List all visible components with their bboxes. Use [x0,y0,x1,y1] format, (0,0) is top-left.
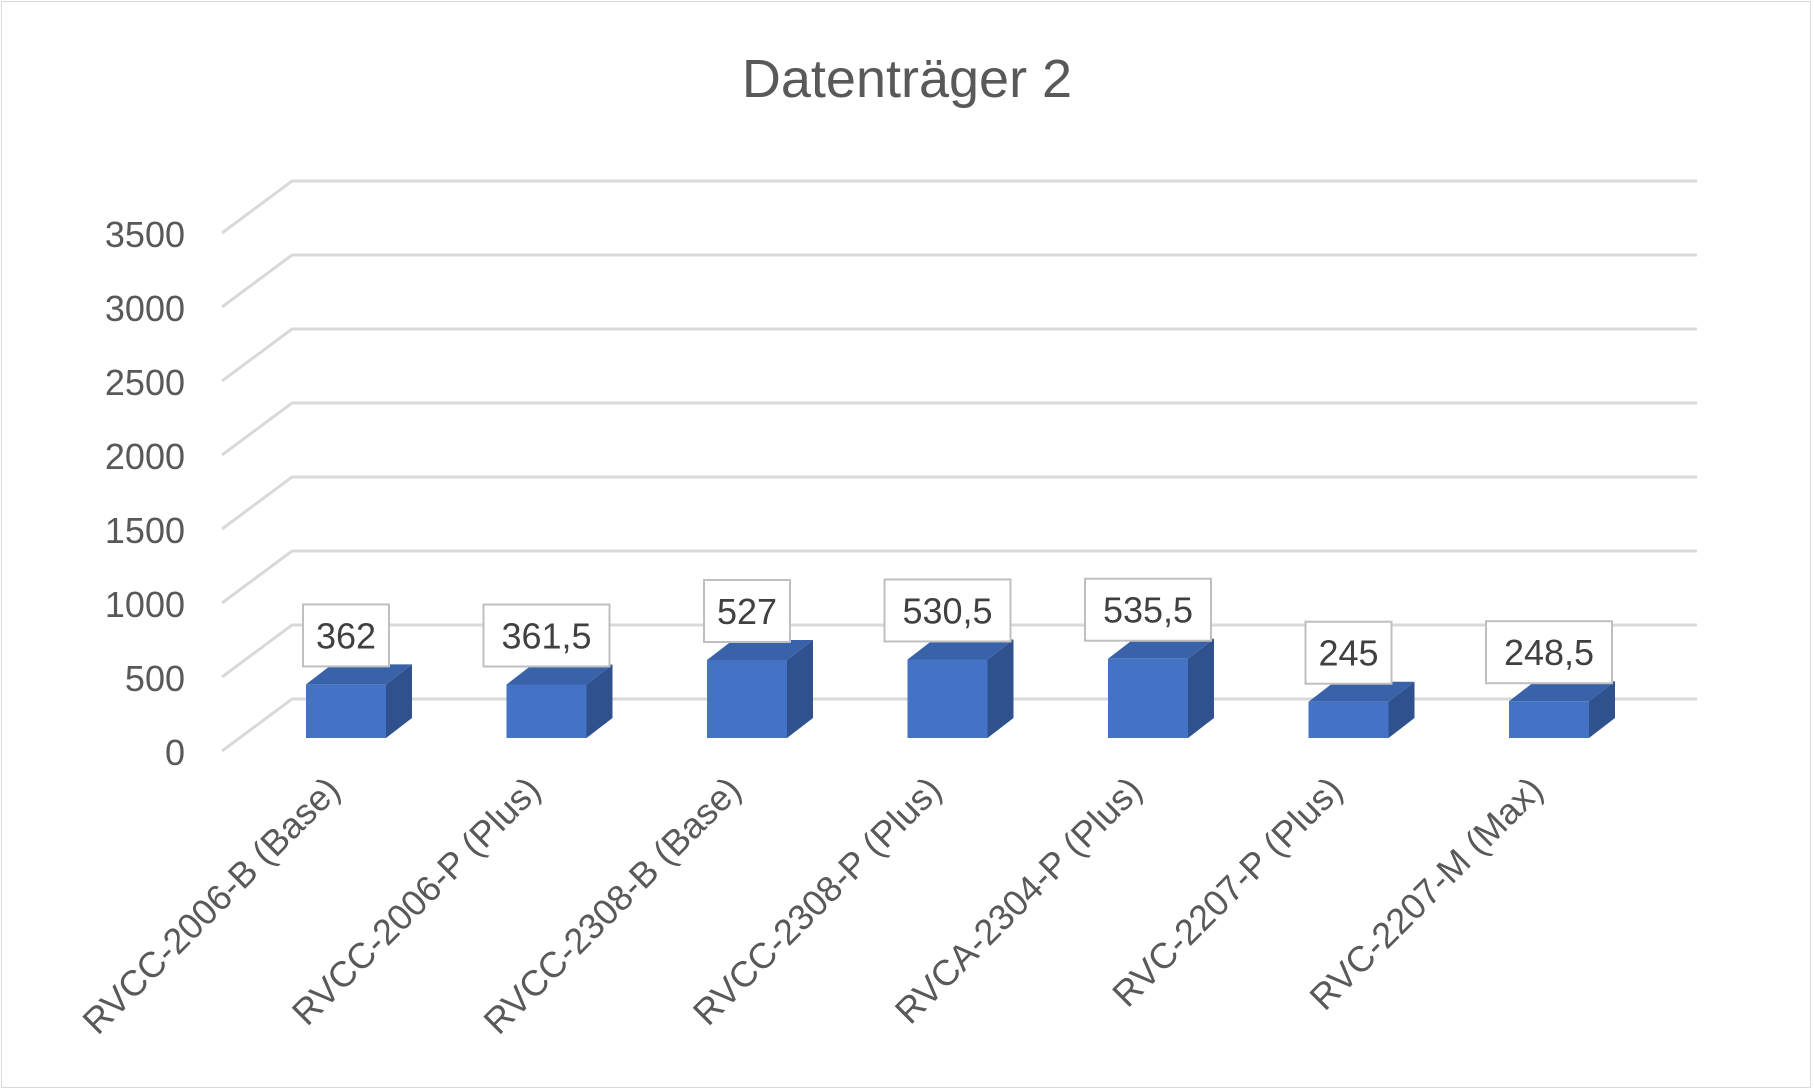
bar-side [787,640,813,738]
bar-front [1308,701,1389,738]
data-label-text: 248,5 [1504,632,1594,673]
y-tick-label: 1500 [105,510,185,551]
bar-front [707,660,787,738]
gridlines [221,179,1697,753]
data-labels: 362 361,5 527 530,5 535,5 245 248,5 [302,577,1613,685]
gridline [221,401,1697,457]
gridline [221,623,1697,679]
bar [907,639,1014,738]
gridline [221,697,1697,753]
bar-top [506,664,613,685]
y-tick-label: 2000 [105,436,185,477]
data-label-text: 530,5 [902,590,992,631]
data-label-box [482,603,611,668]
bar [707,640,813,738]
y-tick-label: 0 [165,732,185,773]
bar-top [306,664,412,685]
gridline [221,549,1697,605]
data-label-text: 361,5 [501,615,591,656]
data-label: 362 [302,603,390,668]
data-label-text: 362 [316,615,376,656]
bar-side [1188,638,1214,738]
data-label-box [703,579,791,644]
bar-top [907,639,1014,660]
bar-front [1108,658,1188,738]
bar-top [1509,681,1615,702]
data-label: 245 [1304,620,1393,685]
data-label-box [302,603,390,668]
gridline [221,253,1697,309]
data-label: 527 [703,579,791,644]
bar [1308,681,1415,738]
data-label: 535,5 [1084,577,1212,642]
bar [1509,681,1615,738]
y-tick-label: 1000 [105,584,185,625]
y-tick-label: 3500 [105,214,185,255]
data-label-text: 245 [1318,633,1378,674]
data-label-box [1485,620,1613,685]
data-label-box [883,578,1012,643]
bars [306,638,1615,738]
bar-side [1388,681,1415,738]
bar-side [386,664,412,738]
data-label-text: 527 [717,591,777,632]
bar-front [306,684,386,738]
data-label-box [1084,577,1212,642]
bar-side [586,664,613,738]
x-axis-ticks: RVCC-2006-B (Base)RVCC-2006-P (Plus)RVCC… [74,769,1550,1042]
bar [306,664,412,738]
bar-front [907,659,988,738]
chart-title: Datenträger 2 [742,49,1072,109]
bar [1108,638,1214,738]
bar-top [1308,681,1415,702]
bar-side [1589,681,1615,738]
data-label: 361,5 [482,603,611,668]
bar-front [506,684,587,738]
bar-top [707,640,813,661]
data-label: 530,5 [883,578,1012,643]
data-label-text: 535,5 [1103,590,1193,631]
gridline [221,327,1697,383]
gridline [221,475,1697,531]
data-label: 248,5 [1485,620,1613,685]
bar-front [1509,701,1589,738]
bar-top [1108,638,1214,659]
y-axis-ticks: 0 500 1000 1500 2000 2500 3000 3500 [105,214,185,773]
data-label-box [1304,620,1393,685]
y-tick-label: 500 [125,658,185,699]
bar [506,664,613,738]
y-tick-label: 3000 [105,288,185,329]
gridline [221,179,1697,235]
y-tick-label: 2500 [105,362,185,403]
bar-side [987,639,1014,738]
